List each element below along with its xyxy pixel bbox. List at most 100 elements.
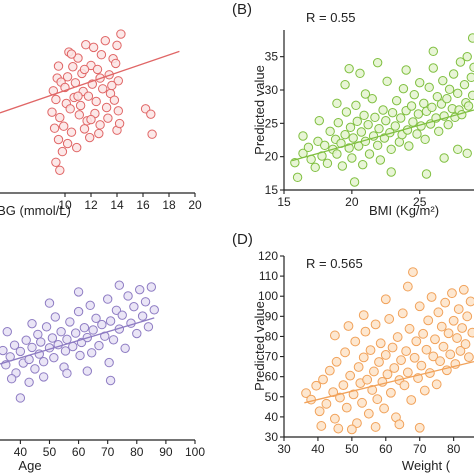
- panel-d-point: [365, 345, 376, 356]
- panel-b-point: [325, 126, 335, 137]
- panel-a-x-tick-label: 20: [188, 198, 202, 212]
- panel-b-point: [444, 84, 455, 95]
- panel-d-point: [380, 294, 391, 305]
- panel-d-point: [430, 334, 440, 345]
- panel-c-point: [60, 346, 71, 356]
- panel-d-points: [301, 267, 474, 435]
- panel-c-point: [38, 372, 49, 382]
- panel-a-point: [146, 109, 156, 119]
- panel-c-x-tick-label: 100: [185, 445, 205, 459]
- panel-d-point: [338, 380, 349, 391]
- panel-b-x-tick-label: 20: [345, 195, 359, 209]
- panel-b-point: [356, 127, 367, 137]
- panel-d-point: [433, 307, 444, 318]
- panel-b-point: [298, 131, 308, 141]
- panel-d-point: [387, 342, 398, 353]
- panel-a-point: [49, 123, 60, 133]
- panel-d-y-tick-label: 120: [258, 249, 278, 263]
- panel-d-point: [335, 392, 345, 403]
- panel-d-point: [328, 387, 339, 398]
- panel-b-point: [390, 121, 400, 131]
- panel-a-point: [86, 114, 96, 125]
- panel-a-point: [68, 62, 78, 72]
- panel-c-point: [6, 374, 17, 384]
- panel-c-x-tick-label: 40: [14, 445, 28, 459]
- panel-d-point: [458, 284, 469, 295]
- panel-b-point: [406, 101, 417, 111]
- panel-b-point: [386, 167, 396, 177]
- panel-d-point: [333, 423, 344, 434]
- panel-b-points: [290, 33, 474, 187]
- panel-b-point: [455, 57, 466, 67]
- panel-b-point: [355, 68, 365, 79]
- panel-b-point: [372, 140, 383, 151]
- panel-d-point: [316, 421, 327, 431]
- panel-b-point: [344, 63, 354, 74]
- panel-d-point: [358, 352, 369, 363]
- panel-b-point: [463, 101, 474, 111]
- panel-d-point: [465, 296, 474, 307]
- panel-d-point: [389, 363, 400, 373]
- panel-d-point: [362, 374, 373, 385]
- panel-a-point: [53, 134, 64, 145]
- panel-d-point: [402, 367, 413, 378]
- panel-d-point: [462, 311, 473, 322]
- panel-d-point: [370, 422, 381, 432]
- panel-b-r-value: R = 0.55: [306, 10, 356, 25]
- panel-a-point: [55, 165, 65, 175]
- panel-b-y-tick-label: 20: [265, 150, 279, 164]
- panel-b-point: [320, 140, 330, 151]
- panel-d-point: [464, 352, 474, 363]
- panel-d-point: [435, 356, 445, 367]
- panel-c-point: [82, 366, 93, 376]
- panel-d-point: [340, 347, 350, 358]
- panel-b-point: [439, 153, 449, 163]
- panel-d-point: [370, 319, 381, 330]
- panel-c-point: [117, 310, 127, 320]
- panel-b-point: [419, 98, 429, 109]
- panel-b-x-tick-label: 15: [277, 195, 291, 209]
- panel-b-point: [466, 72, 474, 83]
- panel-a-point: [96, 50, 107, 60]
- panel-c-point: [15, 393, 26, 403]
- panel-b-point: [348, 133, 358, 143]
- panel-a-point: [147, 129, 157, 139]
- panel-b-fit-line: [291, 109, 474, 162]
- panel-c-point: [143, 322, 154, 332]
- panel-b-point: [428, 46, 438, 57]
- panel-d-point: [343, 321, 354, 331]
- panel-a-point: [92, 64, 103, 75]
- panel-c-point: [50, 312, 60, 322]
- panel-c-point: [56, 327, 66, 337]
- panel-d-point: [360, 326, 371, 337]
- panel-d-point: [421, 344, 432, 355]
- panel-b-point: [387, 107, 398, 118]
- panel-d-y-axis-label: Predicted value: [252, 301, 267, 391]
- panel-d-point: [306, 394, 317, 405]
- panel-d-point: [345, 370, 356, 381]
- panel-c-point: [49, 352, 59, 363]
- panel-b-point: [428, 63, 438, 73]
- panel-c-x-tick-label: 60: [72, 445, 86, 459]
- panel-b-point: [448, 69, 459, 79]
- panel-a-point: [79, 64, 90, 75]
- panel-b-point: [370, 112, 380, 123]
- panel-b-y-tick-label: 30: [265, 83, 279, 97]
- panel-c-axes: 40 50 60 70 80 90 100: [0, 439, 205, 459]
- panel-b-label: (B): [232, 1, 252, 18]
- panel-d-x-tick-label: 40: [311, 442, 325, 456]
- panel-d-point: [399, 380, 410, 391]
- panel-b-axes: 15 20 25 15 20 25 30 35: [265, 30, 474, 209]
- panel-d-y-tick-label: 90: [265, 309, 279, 323]
- panel-a-point: [62, 138, 73, 149]
- panel-a-point: [91, 96, 101, 107]
- panel-a-point: [107, 80, 117, 91]
- panel-d-x-tick-label: 30: [277, 442, 291, 456]
- panel-b-point: [424, 82, 434, 93]
- panel-d-point: [419, 385, 430, 396]
- panel-b-point: [322, 158, 333, 169]
- panel-c-fit-line: [0, 317, 155, 365]
- panel-b-point: [415, 77, 425, 88]
- panel-a-point: [53, 61, 64, 71]
- panel-a-point: [57, 146, 68, 157]
